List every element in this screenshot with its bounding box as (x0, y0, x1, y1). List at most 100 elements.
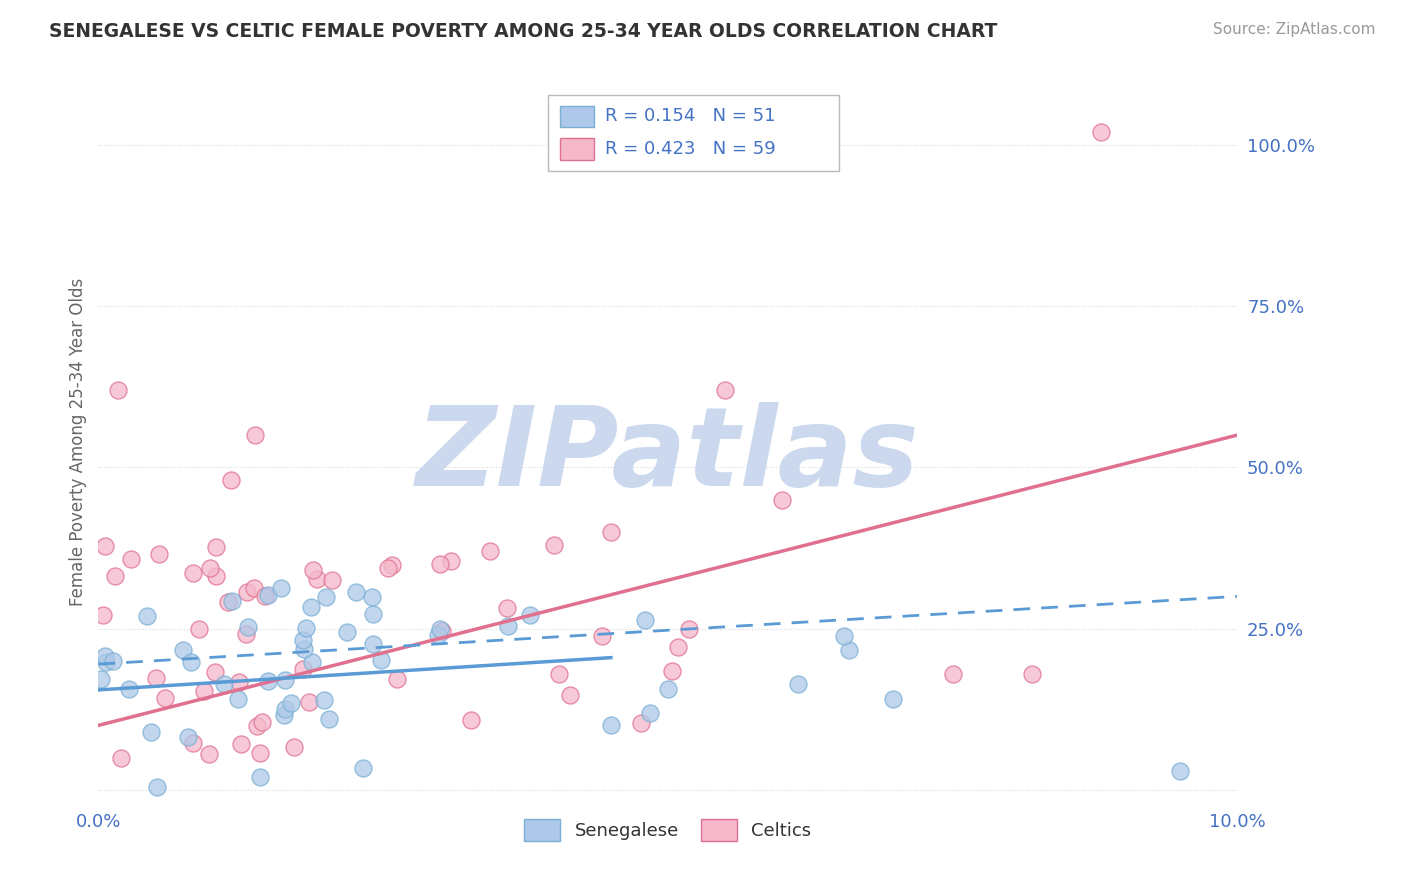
Point (678, 622, 700, 636)
Point (838, 642, 860, 657)
Y-axis label: Female Poverty Among 25-34 Year Olds: Female Poverty Among 25-34 Year Olds (69, 277, 87, 606)
Point (479, 543, 502, 558)
Point (219, 473, 242, 487)
Point (429, 622, 451, 636)
Point (291, 633, 314, 648)
Point (630, 716, 652, 731)
Point (558, 688, 581, 702)
Point (238, 620, 260, 634)
Point (370, 653, 392, 667)
Point (94, 655, 117, 669)
Text: R = 0.154   N = 51: R = 0.154 N = 51 (605, 107, 776, 126)
Point (361, 637, 384, 651)
Text: SENEGALESE VS CELTIC FEMALE POVERTY AMONG 25-34 YEAR OLDS CORRELATION CHART: SENEGALESE VS CELTIC FEMALE POVERTY AMON… (49, 22, 998, 41)
Point (90, 672, 112, 686)
Point (217, 595, 239, 609)
Point (181, 736, 204, 750)
Point (198, 747, 221, 761)
Point (91, 607, 114, 622)
Point (361, 591, 384, 605)
Point (188, 622, 211, 636)
FancyBboxPatch shape (560, 138, 593, 160)
Point (180, 655, 202, 669)
Point (336, 624, 359, 639)
Point (786, 677, 808, 691)
Point (305, 572, 328, 586)
Point (496, 619, 519, 633)
Point (249, 746, 271, 760)
Point (243, 582, 266, 596)
Point (430, 624, 453, 638)
Point (714, 383, 737, 397)
Point (600, 718, 623, 732)
Point (519, 608, 541, 623)
Point (385, 672, 408, 686)
Point (283, 739, 305, 754)
Point (661, 665, 683, 679)
Point (145, 780, 167, 794)
Point (94, 539, 117, 553)
Point (1021, 666, 1043, 681)
Point (657, 681, 679, 696)
Point (177, 730, 200, 744)
Point (315, 590, 337, 604)
Point (94, 648, 117, 663)
Point (882, 692, 904, 706)
Point (543, 538, 565, 552)
Point (591, 629, 613, 643)
Point (548, 666, 571, 681)
Point (107, 383, 129, 397)
Point (257, 674, 280, 689)
Point (361, 607, 384, 622)
Point (120, 552, 142, 566)
Point (181, 566, 204, 580)
Legend: Senegalese, Celtics: Senegalese, Celtics (517, 812, 818, 848)
FancyBboxPatch shape (548, 95, 839, 170)
Point (273, 708, 295, 723)
Point (231, 737, 253, 751)
Point (426, 627, 449, 641)
Point (245, 428, 267, 442)
Point (834, 629, 856, 643)
Point (148, 547, 170, 561)
Point (638, 706, 661, 720)
Point (377, 561, 399, 575)
Point (274, 702, 297, 716)
Point (118, 682, 141, 697)
Point (381, 558, 404, 573)
Point (429, 557, 451, 571)
Text: R = 0.423   N = 59: R = 0.423 N = 59 (605, 140, 776, 158)
Point (193, 683, 215, 698)
Point (236, 584, 259, 599)
Point (1090, 125, 1112, 139)
Point (221, 593, 243, 607)
Point (139, 725, 162, 739)
Point (352, 761, 374, 775)
Point (666, 640, 689, 655)
Point (228, 692, 250, 706)
Point (292, 663, 315, 677)
Text: Source: ZipAtlas.com: Source: ZipAtlas.com (1212, 22, 1375, 37)
Point (205, 568, 228, 582)
Point (299, 599, 322, 614)
Point (295, 621, 318, 635)
Point (145, 671, 167, 685)
Point (198, 560, 221, 574)
Point (235, 627, 257, 641)
Point (136, 608, 159, 623)
Point (298, 695, 321, 709)
Point (172, 643, 194, 657)
Point (245, 719, 267, 733)
Point (104, 569, 127, 583)
Point (228, 675, 250, 690)
Point (301, 656, 323, 670)
Point (273, 673, 295, 687)
Point (250, 714, 273, 729)
Point (634, 613, 657, 627)
Point (110, 750, 132, 764)
Point (253, 589, 276, 603)
Point (460, 714, 482, 728)
Point (212, 677, 235, 691)
Point (155, 691, 177, 706)
Point (312, 693, 335, 707)
